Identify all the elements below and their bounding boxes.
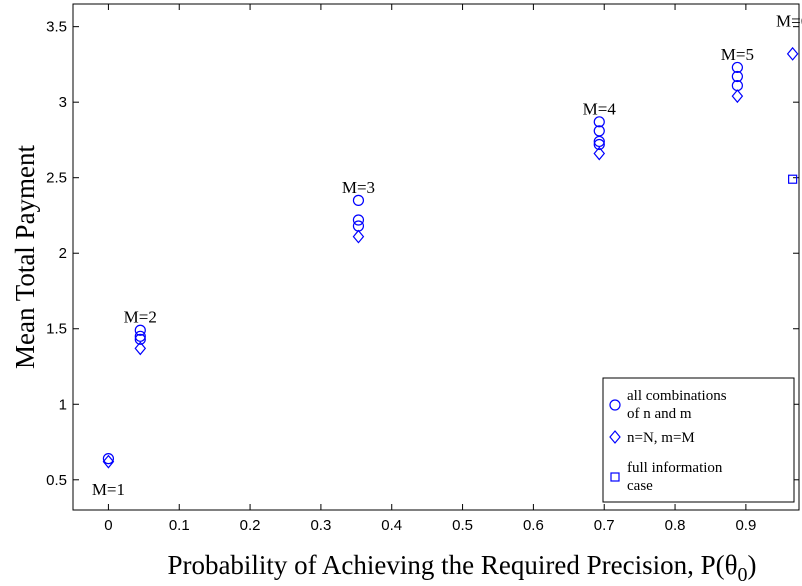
circle-marker [593,135,605,148]
x-tick-label: 0.6 [523,517,544,534]
diamond-marker [731,89,744,104]
y-tick-label: 2 [59,245,67,262]
circle-marker [593,138,605,151]
circle-marker [352,194,365,206]
y-tick-label: 3.5 [46,19,67,36]
circle-marker [102,453,115,465]
y-tick-label: 2.5 [46,170,67,187]
circle-marker [134,333,146,345]
x-tick-label: 0.5 [452,517,473,534]
point-annotation: M=6 [776,12,802,31]
legend-label: full information [627,460,723,476]
axis-ticks [73,4,799,510]
legend-label: case [627,478,653,494]
x-tick-label: 0.2 [240,517,261,534]
point-annotation: M=5 [721,45,754,64]
point-annotation: M=3 [342,178,375,197]
circle-marker [593,116,605,128]
point-annotation: M=4 [583,99,617,118]
legend-label: n=N, m=M [627,430,695,446]
circle-marker [731,61,743,74]
x-tick-label: 0.4 [381,517,402,534]
legend-square-marker [610,472,620,482]
legend-box [602,377,795,503]
x-tick-label: 0.8 [665,517,686,534]
point-annotation: M=2 [124,308,157,327]
legend: all combinations of n and m n=N, m=M full i… [602,377,795,503]
diamond-marker [102,454,115,469]
diamond-marker [352,229,365,244]
point-annotations: M=1 M=2 M=3 M=4 M=5 M=6 [92,12,802,499]
x-tick-label: 0.7 [594,517,615,534]
circle-marker [352,214,365,226]
diamond-marker [134,341,147,356]
square-marker [788,174,798,184]
y-tick-label: 3 [59,94,67,111]
circle-marker [134,330,146,342]
data-marks [102,46,799,469]
x-axis-title: Probability of Achieving the Required Pr… [167,550,756,586]
y-tick-label: 0.5 [46,472,67,489]
legend-diamond-marker [609,430,621,444]
legend-label: all combinations [627,388,727,404]
y-tick-label: 1 [59,396,67,413]
y-tick-label: 1.5 [46,321,67,338]
x-tick-label: 0.9 [735,517,756,534]
legend-label: of n and m [627,406,692,422]
y-axis-title: Mean Total Payment [10,144,40,369]
x-tick-label: 0.1 [169,517,190,534]
tick-labels: 0 0.1 0.2 0.3 0.4 0.5 0.6 0.7 0.8 0.9 0.5 1 1.5 2 2.5 3… [46,19,756,534]
diamond-marker [593,146,606,161]
legend-circle-marker [609,399,621,411]
x-tick-label: 0 [104,517,112,534]
diamond-marker [786,46,799,61]
circle-marker [134,324,146,336]
x-tick-label: 0.3 [310,517,331,534]
circle-marker [731,70,743,83]
point-annotation: M=1 [92,480,125,499]
